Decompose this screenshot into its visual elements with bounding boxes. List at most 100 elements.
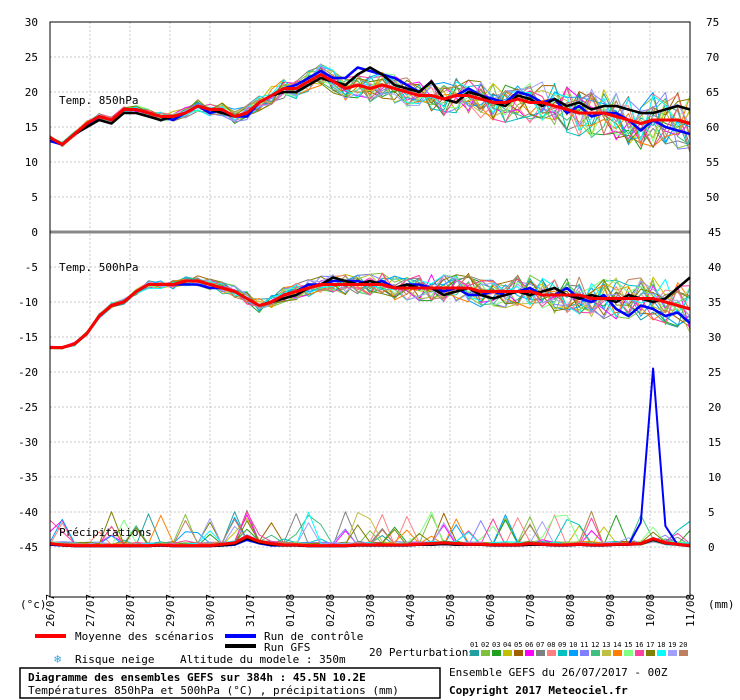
right-tick-label: 30 [708, 331, 721, 344]
panel-label-precip: Précipitations [59, 526, 152, 539]
right-unit-label: (mm) [708, 598, 735, 611]
date-tick-label: 06/08 [484, 594, 497, 627]
right-tick-label: 45 [708, 226, 721, 239]
perturbation-swatch [668, 650, 677, 656]
date-tick-label: 03/08 [364, 594, 377, 627]
legend: Moyenne des scénarios Run de contrôle Ru… [35, 630, 688, 666]
perturbation-swatch [591, 650, 600, 656]
plot-frame [49, 21, 691, 598]
perturbation-swatch [580, 650, 589, 656]
right-tick-label: 75 [706, 16, 719, 29]
footer-subtitle: Températures 850hPa et 500hPa (°C) , pré… [28, 684, 399, 697]
left-tick-label: 10 [25, 156, 38, 169]
left-tick-label: -20 [18, 366, 38, 379]
perturbation-number: 07 [536, 641, 544, 649]
right-tick-label: 70 [706, 51, 719, 64]
perturbation-number: 13 [602, 641, 610, 649]
perturbation-number: 19 [668, 641, 676, 649]
footer-title: Diagramme des ensembles GEFS sur 384h : … [28, 671, 366, 684]
date-tick-label: 07/08 [524, 594, 537, 627]
perturbation-number: 18 [657, 641, 665, 649]
date-tick-label: 08/08 [564, 594, 577, 627]
date-tick-label: 29/07 [164, 594, 177, 627]
perturbation-number: 06 [525, 641, 533, 649]
mean-line-t500 [50, 279, 691, 349]
perturbation-swatch [536, 650, 545, 656]
perturbation-swatch [547, 650, 556, 656]
date-tick-label: 30/07 [204, 594, 217, 627]
perturbation-swatch [679, 650, 688, 656]
legend-perturbations-label: 20 Perturbations [369, 646, 475, 659]
legend-gfs-label: Run GFS [264, 641, 310, 654]
perturbation-number: 14 [613, 641, 621, 649]
left-tick-label: 15 [25, 121, 38, 134]
left-tick-label: -10 [18, 296, 38, 309]
panel-label-t850: Temp. 850hPa [59, 94, 138, 107]
perturbation-number: 04 [503, 641, 511, 649]
left-tick-label: -30 [18, 436, 38, 449]
right-tick-label: 15 [708, 436, 721, 449]
date-tick-label: 31/07 [244, 594, 257, 627]
axes: 302520151050-5-10-15-20-25-30-35-40-4575… [18, 16, 721, 627]
date-tick-label: 05/08 [444, 594, 457, 627]
legend-control-label: Run de contrôle [264, 630, 363, 643]
right-tick-label: 25 [708, 366, 721, 379]
left-tick-label: -35 [18, 471, 38, 484]
right-tick-label: 40 [708, 261, 721, 274]
copyright: Copyright 2017 Meteociel.fr [449, 684, 628, 697]
legend-mean-label: Moyenne des scénarios [75, 630, 214, 643]
perturbation-number: 09 [558, 641, 566, 649]
date-tick-label: 27/07 [84, 594, 97, 627]
date-tick-label: 01/08 [284, 594, 297, 627]
perturbation-number: 10 [569, 641, 577, 649]
left-tick-label: -25 [18, 401, 38, 414]
legend-snow-label: Risque neige [75, 653, 154, 666]
perturbation-line-t850 [49, 73, 691, 146]
right-tick-label: 0 [708, 541, 715, 554]
date-tick-label: 11/08 [684, 594, 697, 627]
perturbation-swatch [635, 650, 644, 656]
perturbation-swatch [624, 650, 633, 656]
perturbation-swatch [514, 650, 523, 656]
right-tick-label: 35 [708, 296, 721, 309]
left-tick-label: 0 [31, 226, 38, 239]
left-tick-label: -5 [25, 261, 38, 274]
mean-line-precip [49, 535, 691, 548]
perturbation-swatch [503, 650, 512, 656]
legend-altitude-label: Altitude du modele : 350m [180, 653, 346, 666]
left-tick-label: 30 [25, 16, 38, 29]
perturbation-swatch [481, 650, 490, 656]
right-tick-label: 65 [706, 86, 719, 99]
date-tick-label: 04/08 [404, 594, 417, 627]
perturbation-swatch [470, 650, 479, 656]
perturbation-swatch [558, 650, 567, 656]
left-tick-label: -40 [18, 506, 38, 519]
right-tick-label: 50 [706, 191, 719, 204]
date-tick-label: 09/08 [604, 594, 617, 627]
right-tick-label: 20 [708, 401, 721, 414]
perturbation-number: 11 [580, 641, 588, 649]
date-tick-label: 02/08 [324, 594, 337, 627]
perturbation-number: 08 [547, 641, 555, 649]
left-tick-label: 20 [25, 86, 38, 99]
perturbation-swatch [646, 650, 655, 656]
perturbation-swatch [657, 650, 666, 656]
left-tick-label: 5 [31, 191, 38, 204]
date-tick-label: 26/07 [44, 594, 57, 627]
perturbation-swatch [602, 650, 611, 656]
perturbation-swatch [613, 650, 622, 656]
perturbation-swatch [492, 650, 501, 656]
perturbation-number: 17 [646, 641, 654, 649]
snowflake-icon: ❄ [54, 652, 61, 666]
perturbation-number: 16 [635, 641, 643, 649]
footer-box [19, 667, 441, 699]
perturbation-number: 05 [514, 641, 522, 649]
panel-label-t500: Temp. 500hPa [59, 261, 138, 274]
date-tick-label: 10/08 [644, 594, 657, 627]
perturbation-number: 12 [591, 641, 599, 649]
left-tick-label: -15 [18, 331, 38, 344]
left-unit-label: (°c) [20, 598, 47, 611]
right-tick-label: 55 [706, 156, 719, 169]
right-tick-label: 60 [706, 121, 719, 134]
